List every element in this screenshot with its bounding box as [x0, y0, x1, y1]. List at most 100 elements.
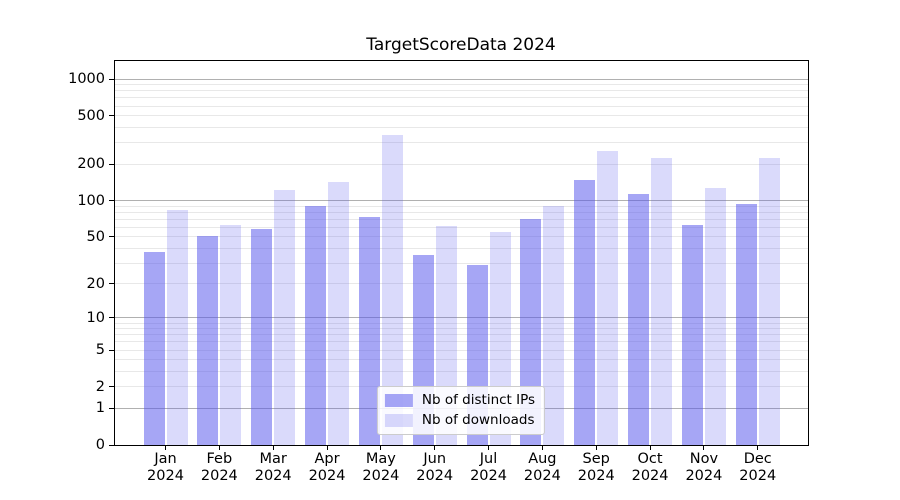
- y-gridline-minor: [114, 218, 808, 220]
- x-tick-label: Jul 2024: [457, 451, 521, 485]
- y-gridline-minor: [114, 334, 808, 336]
- legend: Nb of distinct IPs Nb of downloads: [376, 386, 546, 435]
- x-tick-year: 2024: [739, 468, 777, 484]
- y-gridline-major: [114, 78, 808, 80]
- x-tick-month: Sep: [582, 451, 610, 467]
- y-gridline-minor: [114, 341, 808, 343]
- x-tick: [649, 446, 651, 450]
- y-gridline-minor: [114, 115, 808, 117]
- x-tick: [218, 446, 220, 450]
- y-tick: [109, 78, 114, 80]
- y-gridline-major: [114, 317, 808, 319]
- legend-label: Nb of distinct IPs: [421, 392, 536, 408]
- bar-distinct-ips-sep: [574, 179, 596, 445]
- x-tick-year: 2024: [470, 468, 507, 484]
- bar-distinct-ips-jan: [143, 252, 165, 445]
- x-tick-year: 2024: [577, 468, 615, 484]
- x-tick-year: 2024: [308, 468, 346, 484]
- x-tick-year: 2024: [200, 468, 238, 484]
- y-gridline-major: [114, 200, 808, 201]
- y-tick-label: 20: [86, 275, 105, 292]
- x-tick-label: Oct 2024: [618, 451, 682, 485]
- bar-downloads-apr: [328, 182, 350, 445]
- x-tick-month: Mar: [259, 451, 287, 467]
- y-gridline-minor: [114, 97, 808, 99]
- y-tick-label: 100: [77, 192, 105, 209]
- y-tick-label: 50: [86, 228, 105, 245]
- x-tick-year: 2024: [631, 468, 669, 484]
- y-gridline-minor: [114, 283, 808, 285]
- plot-border-top: [114, 60, 809, 61]
- y-gridline-minor: [114, 142, 808, 144]
- x-tick-label: Sep 2024: [564, 451, 628, 485]
- x-tick-label: Nov 2024: [672, 451, 736, 485]
- y-tick: [109, 163, 114, 165]
- y-gridline-minor: [114, 84, 808, 86]
- x-tick: [757, 446, 759, 450]
- legend-entry: Nb of distinct IPs: [384, 392, 536, 408]
- y-gridline-minor: [114, 371, 808, 373]
- x-tick-year: 2024: [416, 468, 454, 484]
- x-tick-month: Nov: [689, 451, 719, 467]
- y-tick-label: 10: [86, 309, 105, 326]
- x-tick: [703, 446, 705, 450]
- x-tick-label: Jun 2024: [403, 451, 467, 485]
- plot-border-right: [808, 60, 809, 446]
- y-tick-label: 500: [77, 107, 105, 124]
- x-tick-month: Jan: [154, 451, 177, 467]
- y-gridline-minor: [114, 205, 808, 207]
- x-tick: [541, 446, 543, 450]
- y-tick: [109, 115, 114, 117]
- x-tick-month: Apr: [314, 451, 340, 467]
- x-tick-label: Mar 2024: [241, 451, 305, 485]
- y-tick: [109, 283, 114, 285]
- y-axis-line: [114, 60, 115, 446]
- x-tick-year: 2024: [685, 468, 723, 484]
- x-tick-label: Dec 2024: [726, 451, 790, 485]
- x-tick-month: Feb: [206, 451, 233, 467]
- bar-downloads-mar: [274, 190, 296, 445]
- x-tick-label: Feb 2024: [187, 451, 251, 485]
- bar-downloads-nov: [704, 188, 726, 445]
- y-gridline-minor: [114, 163, 808, 165]
- y-tick-label: 1: [95, 400, 105, 417]
- y-tick: [109, 444, 114, 446]
- x-tick-label: May 2024: [349, 451, 413, 485]
- y-tick: [109, 407, 114, 409]
- y-tick-label: 200: [77, 156, 105, 173]
- bar-distinct-ips-mar: [251, 228, 273, 445]
- bar-downloads-oct: [651, 157, 673, 445]
- x-tick-year: 2024: [362, 468, 400, 484]
- legend-entry: Nb of downloads: [384, 412, 535, 428]
- y-gridline-minor: [114, 322, 808, 324]
- y-tick: [109, 317, 114, 319]
- x-tick: [488, 446, 490, 450]
- y-gridline-minor: [114, 126, 808, 128]
- y-tick-label: 1000: [68, 71, 105, 87]
- y-tick: [109, 349, 114, 351]
- y-tick: [109, 386, 114, 388]
- bar-downloads-aug: [543, 206, 565, 445]
- bar-distinct-ips-nov: [681, 224, 703, 445]
- bar-downloads-jan: [166, 209, 188, 445]
- x-tick-month: Jun: [423, 451, 447, 467]
- x-tick: [165, 446, 166, 450]
- y-gridline-minor: [114, 328, 808, 330]
- bar-distinct-ips-apr: [305, 206, 327, 445]
- bar-downloads-feb: [220, 224, 242, 445]
- bar-distinct-ips-oct: [628, 194, 650, 445]
- x-tick-label: Apr 2024: [295, 451, 359, 485]
- legend-label: Nb of downloads: [421, 412, 535, 428]
- x-tick-month: May: [365, 451, 396, 467]
- y-gridline-minor: [114, 226, 808, 228]
- bar-distinct-ips-feb: [197, 235, 219, 445]
- y-tick: [109, 200, 114, 201]
- y-gridline-minor: [114, 90, 808, 92]
- x-tick-month: Dec: [743, 451, 772, 467]
- y-gridline-minor: [114, 211, 808, 213]
- x-tick-month: Oct: [637, 451, 663, 467]
- x-tick-year: 2024: [523, 468, 561, 484]
- bar-downloads-may: [381, 134, 403, 445]
- x-tick-label: Aug 2024: [510, 451, 574, 485]
